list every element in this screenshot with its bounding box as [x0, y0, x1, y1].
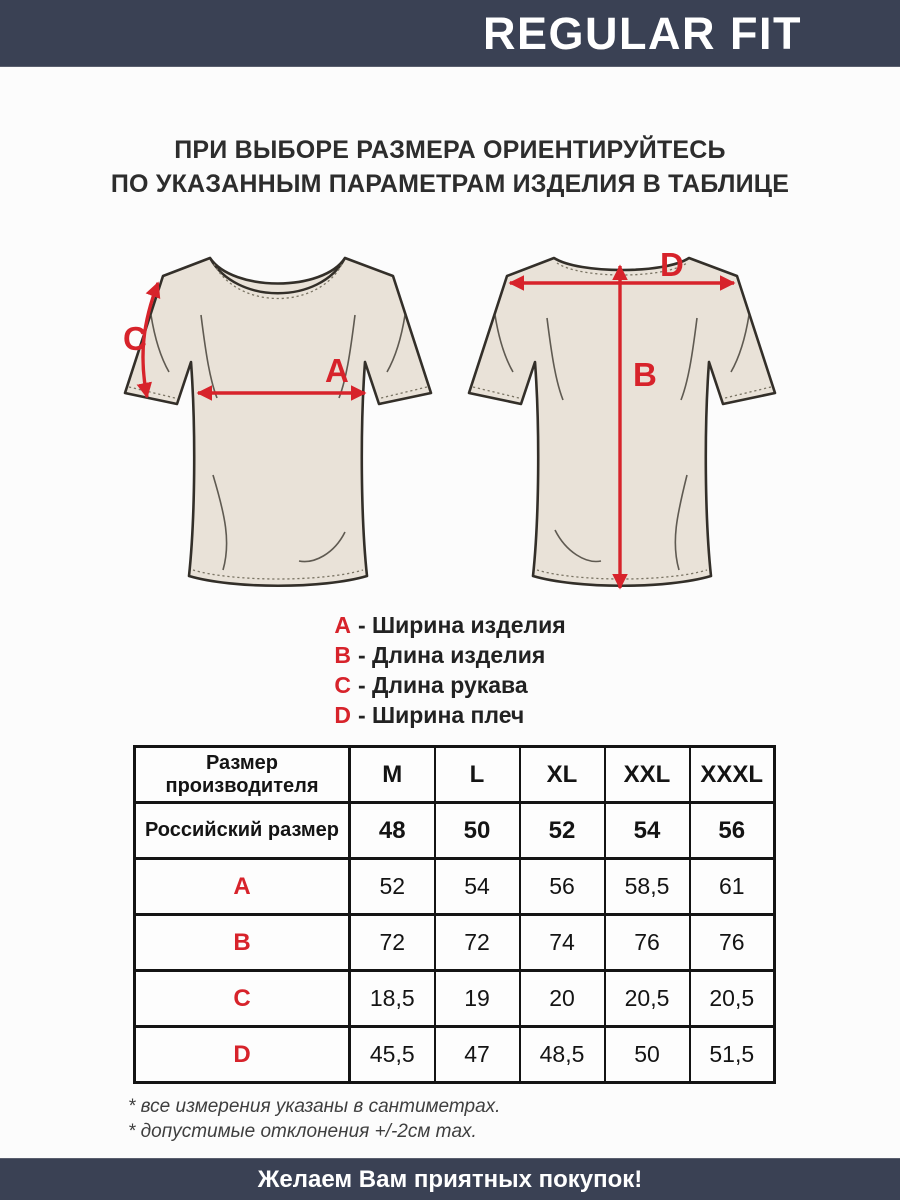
row-label-b: B	[133, 913, 351, 972]
legend-key-d: D	[334, 702, 351, 728]
table-cell: 58,5	[603, 857, 691, 916]
table-cell: 74	[518, 913, 606, 972]
tshirt-back-body	[467, 256, 777, 588]
table-cell: 51,5	[688, 1025, 776, 1084]
measurement-label-c: C	[123, 320, 147, 357]
table-cell: 61	[688, 857, 776, 916]
table-cell: 48	[348, 801, 436, 860]
legend-item-d: D- Ширина плеч	[334, 700, 565, 730]
legend-block: A- Ширина изделия B- Длина изделия C- Дл…	[334, 610, 565, 730]
measurement-label-b: B	[633, 356, 657, 393]
top-banner: REGULAR FIT	[0, 0, 900, 67]
footnote-units: * все измерения указаны в сантиметрах.	[128, 1096, 501, 1117]
footnotes: * все измерения указаны в сантиметрах. *…	[128, 1094, 500, 1144]
legend-key-b: B	[334, 642, 351, 668]
row-label-d: D	[133, 1025, 351, 1084]
fold-line	[730, 314, 750, 373]
fold-line	[298, 531, 346, 563]
fold-line	[494, 314, 514, 373]
thank-you-message: Желаем Вам приятных покупок!	[257, 1165, 643, 1193]
fit-type-title: REGULAR FIT	[483, 7, 802, 59]
header-manufacturer-size: Размер производителя	[133, 745, 351, 804]
legend-item-c: C- Длина рукава	[334, 670, 565, 700]
table-cell: 50	[603, 1025, 691, 1084]
legend-desc-b: - Длина изделия	[357, 642, 546, 668]
fold-line	[674, 474, 688, 571]
table-cell: 72	[433, 913, 521, 972]
table-cell: 20	[518, 969, 606, 1028]
fold-line	[554, 529, 602, 563]
table-cell: 19	[433, 969, 521, 1028]
tshirt-back-diagram: D B	[467, 246, 777, 590]
table-cell: 48,5	[518, 1025, 606, 1084]
measurement-arrow-c	[136, 281, 161, 399]
table-cell: 52	[518, 801, 606, 860]
heading-line-1: ПРИ ВЫБОРЕ РАЗМЕРА ОРИЕНТИРУЙТЕСЬ	[174, 136, 726, 164]
fold-line	[212, 474, 228, 571]
tshirt-front-body	[123, 256, 433, 588]
table-cell: 45,5	[348, 1025, 436, 1084]
table-row-a: A 52 54 56 58,5 61	[133, 857, 776, 916]
table-cell: 47	[433, 1025, 521, 1084]
tshirt-diagrams: A C D B	[0, 230, 900, 608]
table-cell: 20,5	[688, 969, 776, 1028]
size-col-l: L	[433, 745, 521, 804]
table-cell: 56	[688, 801, 776, 860]
table-cell: 72	[348, 913, 436, 972]
table-row-sizes: Размер производителя M L XL XXL XXXL	[133, 745, 776, 804]
row-label-c: C	[133, 969, 351, 1028]
page-heading: ПРИ ВЫБОРЕ РАЗМЕРА ОРИЕНТИРУЙТЕСЬ ПО УКА…	[0, 134, 900, 201]
legend-key-a: A	[334, 612, 351, 638]
table-cell: 54	[433, 857, 521, 916]
fold-line	[680, 317, 698, 401]
fold-line	[386, 314, 406, 373]
size-table: Размер производителя M L XL XXL XXXL Рос…	[133, 745, 776, 1084]
tshirt-front-diagram: A C	[123, 256, 433, 588]
header-russian-size: Российский размер	[133, 801, 351, 860]
legend-desc-c: - Длина рукава	[357, 672, 528, 698]
hem-stitching	[192, 569, 364, 580]
fold-line	[546, 317, 564, 401]
legend-item-b: B- Длина изделия	[334, 640, 565, 670]
table-cell: 54	[603, 801, 691, 860]
measurement-legend: A- Ширина изделия B- Длина изделия C- Дл…	[0, 610, 900, 730]
table-cell: 76	[603, 913, 691, 972]
legend-key-c: C	[334, 672, 351, 698]
table-row-d: D 45,5 47 48,5 50 51,5	[133, 1025, 776, 1084]
heading-line-2: ПО УКАЗАННЫМ ПАРАМЕТРАМ ИЗДЕЛИЯ В ТАБЛИЦ…	[110, 169, 790, 198]
size-col-xl: XL	[518, 745, 606, 804]
table-row-russian-sizes: Российский размер 48 50 52 54 56	[133, 801, 776, 860]
row-label-a: A	[133, 857, 351, 916]
measurement-label-d: D	[660, 246, 684, 283]
table-cell: 56	[518, 857, 606, 916]
table-cell: 50	[433, 801, 521, 860]
collar-stitching	[213, 263, 343, 300]
table-row-b: B 72 72 74 76 76	[133, 913, 776, 972]
table-row-c: C 18,5 19 20 20,5 20,5	[133, 969, 776, 1028]
table-cell: 20,5	[603, 969, 691, 1028]
bottom-banner: Желаем Вам приятных покупок!	[0, 1158, 900, 1200]
footnote-tolerance: * допустимые отклонения +/-2см max.	[128, 1121, 477, 1142]
tshirt-front-collar	[208, 257, 347, 295]
table-cell: 52	[348, 857, 436, 916]
size-col-xxxl: XXXL	[688, 745, 776, 804]
size-col-xxl: XXL	[603, 745, 691, 804]
legend-desc-d: - Ширина плеч	[357, 702, 525, 728]
legend-item-a: A- Ширина изделия	[334, 610, 565, 640]
measurement-label-a: A	[325, 352, 349, 389]
table-cell: 76	[688, 913, 776, 972]
size-col-m: M	[348, 745, 436, 804]
legend-desc-a: - Ширина изделия	[357, 612, 566, 638]
table-cell: 18,5	[348, 969, 436, 1028]
